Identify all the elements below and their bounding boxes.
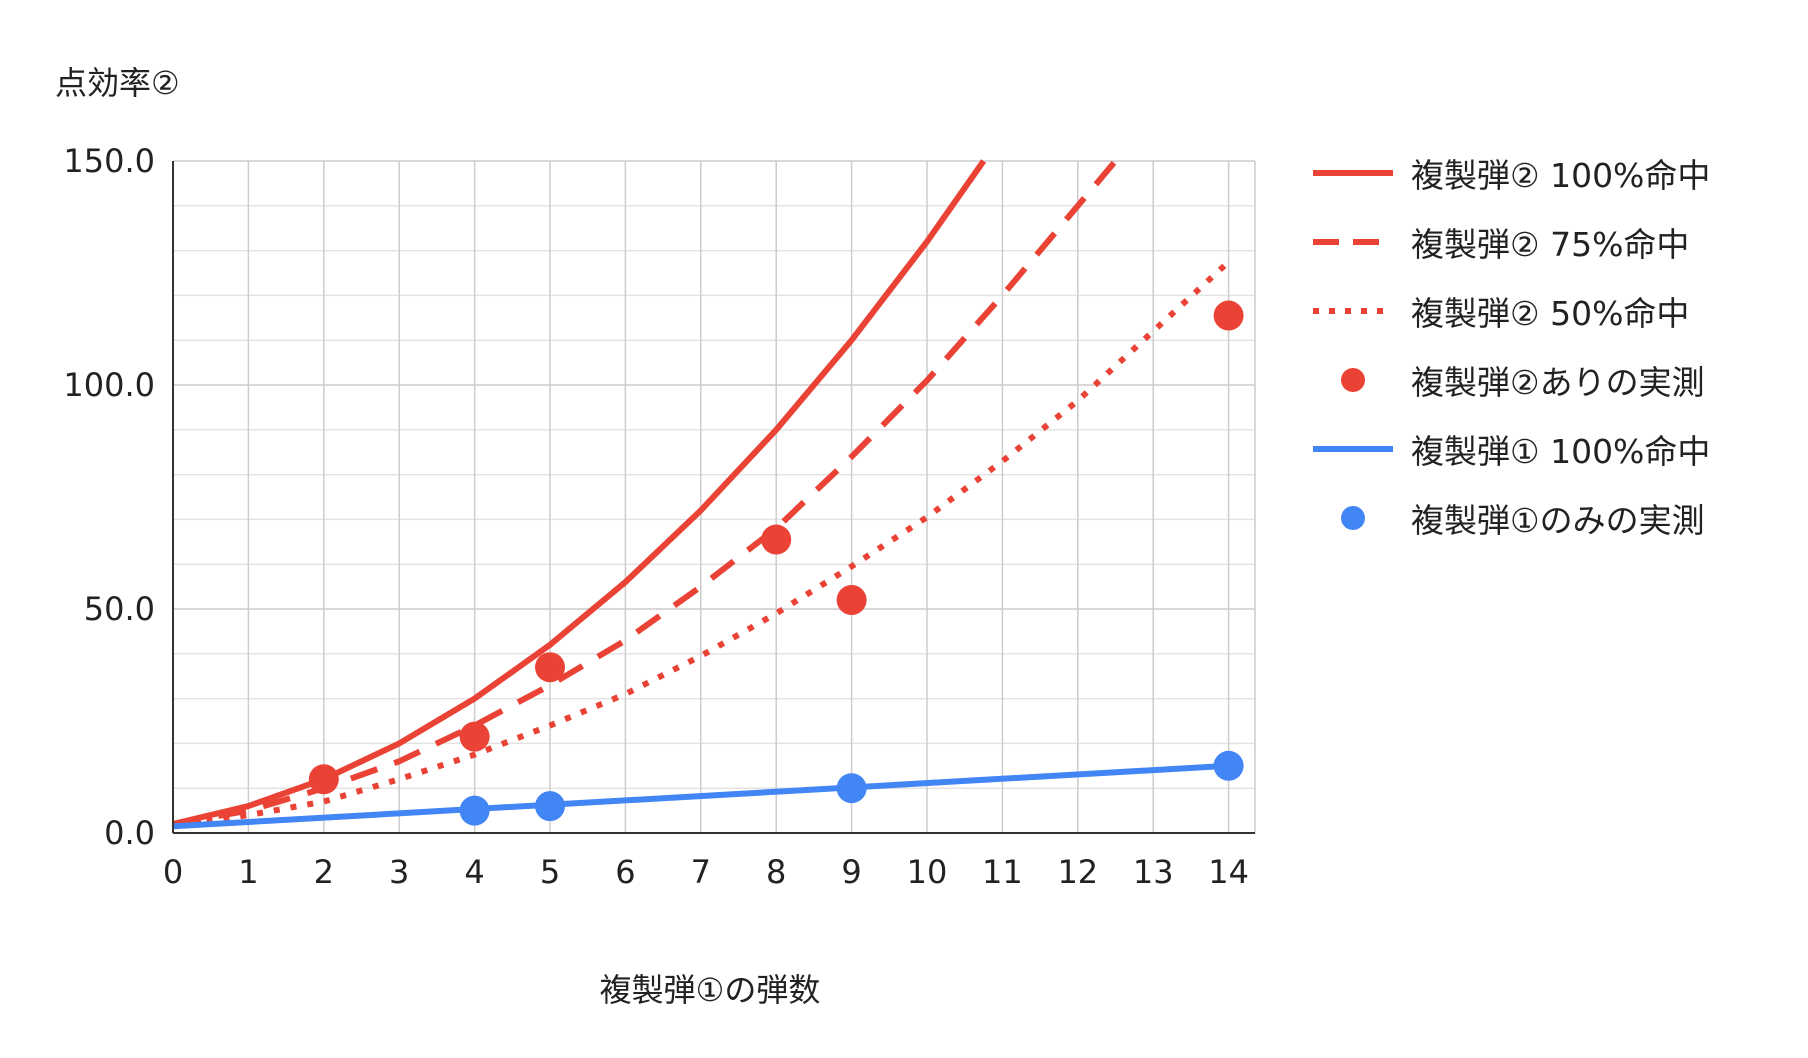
series-points bbox=[308, 300, 1244, 826]
series-line bbox=[172, 762, 1229, 830]
x-tick-label: 6 bbox=[615, 853, 635, 891]
x-tick-label: 10 bbox=[907, 853, 948, 891]
legend-label: 複製弾② 75%命中 bbox=[1411, 224, 1690, 264]
data-point bbox=[761, 524, 792, 555]
x-axis-title: 複製弾①の弾数 bbox=[599, 971, 821, 1009]
legend-label: 複製弾② 50%命中 bbox=[1411, 293, 1690, 333]
legend-swatch bbox=[1313, 307, 1393, 314]
legend-item: 複製弾②ありの実測 bbox=[1305, 345, 1710, 414]
legend-label: 複製弾②ありの実測 bbox=[1411, 362, 1705, 402]
data-point bbox=[1213, 300, 1244, 331]
grid-lines bbox=[173, 160, 1256, 834]
data-point bbox=[535, 791, 566, 822]
x-tick-label: 12 bbox=[1057, 853, 1098, 891]
legend-label: 複製弾② 100%命中 bbox=[1411, 155, 1711, 195]
data-point bbox=[459, 795, 490, 826]
legend-item: 複製弾② 50%命中 bbox=[1305, 276, 1710, 345]
series-line bbox=[172, 159, 987, 827]
y-tick-labels: 0.0 50.0 100.0 150.0 bbox=[63, 142, 155, 852]
x-tick-label: 2 bbox=[314, 853, 334, 891]
legend-item: 複製弾② 75%命中 bbox=[1305, 207, 1710, 276]
x-tick-label: 8 bbox=[766, 853, 786, 891]
y-axis-title: 点効率② bbox=[55, 64, 180, 102]
x-tick-label: 3 bbox=[389, 853, 409, 891]
legend-item: 複製弾② 100%命中 bbox=[1305, 138, 1710, 207]
axes bbox=[172, 161, 1255, 834]
y-tick-label: 150.0 bbox=[63, 142, 155, 180]
legend-label: 複製弾① 100%命中 bbox=[1411, 431, 1711, 471]
y-tick-label: 0.0 bbox=[104, 814, 155, 852]
data-point bbox=[836, 585, 867, 616]
data-point bbox=[1213, 750, 1244, 781]
x-tick-label: 11 bbox=[982, 853, 1023, 891]
x-tick-label: 4 bbox=[464, 853, 484, 891]
legend-swatch bbox=[1341, 505, 1365, 530]
data-point bbox=[836, 773, 867, 804]
x-tick-label: 13 bbox=[1133, 853, 1174, 891]
x-tick-labels: 0 1 2 3 4 5 6 7 8 9 10 11 12 13 14 bbox=[163, 853, 1249, 891]
legend-swatch bbox=[1313, 238, 1393, 245]
y-tick-label: 100.0 bbox=[63, 366, 155, 404]
legend-swatch bbox=[1313, 169, 1393, 176]
data-point bbox=[459, 721, 490, 752]
legend-label: 複製弾①のみの実測 bbox=[1411, 500, 1705, 540]
x-tick-label: 0 bbox=[163, 853, 183, 891]
data-point bbox=[535, 652, 566, 683]
x-tick-label: 1 bbox=[238, 853, 258, 891]
legend-swatch bbox=[1313, 445, 1393, 452]
x-tick-label: 5 bbox=[540, 853, 560, 891]
data-point bbox=[308, 764, 339, 795]
x-tick-label: 14 bbox=[1208, 853, 1249, 891]
legend-item: 複製弾① 100%命中 bbox=[1305, 414, 1710, 483]
legend-swatch bbox=[1341, 367, 1365, 392]
y-tick-label: 50.0 bbox=[84, 590, 155, 628]
legend-item: 複製弾①のみの実測 bbox=[1305, 483, 1710, 552]
x-tick-label: 9 bbox=[841, 853, 861, 891]
series-line bbox=[172, 159, 1118, 827]
x-tick-label: 7 bbox=[691, 853, 711, 891]
legend: 複製弾② 100%命中 複製弾② 75%命中 複製弾② 50%命中 複製弾②ありの実測… bbox=[1305, 138, 1710, 552]
